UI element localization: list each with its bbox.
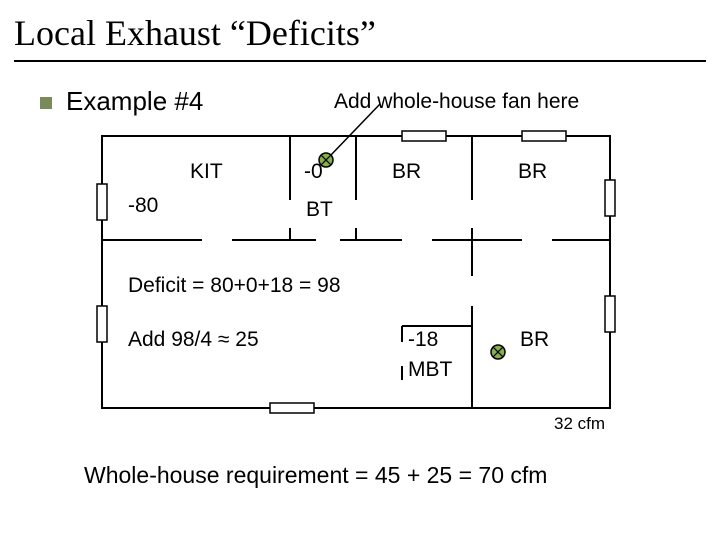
deficit-line: Deficit = 80+0+18 = 98 — [128, 274, 341, 298]
kit-value: -80 — [128, 194, 158, 218]
mbt-label: MBT — [408, 358, 452, 382]
example-label: Example #4 — [66, 86, 203, 116]
bt-value: -0 — [304, 160, 323, 184]
bt-label: BT — [306, 198, 333, 222]
kit-label: KIT — [190, 160, 223, 184]
fan-annotation: Add whole-house fan here — [334, 90, 579, 114]
bullet-icon — [40, 97, 52, 109]
footer-requirement: Whole-house requirement = 45 + 25 = 70 c… — [84, 462, 547, 489]
floor-plan: KIT -80 -0 BT BR BR BR -18 MBT Deficit =… — [102, 136, 610, 408]
cfm-note: 32 cfm — [554, 414, 605, 434]
br1-label: BR — [392, 160, 421, 184]
title-underline — [14, 60, 706, 62]
example-bullet: Example #4 — [40, 86, 203, 117]
slide-title: Local Exhaust “Deficits” — [14, 12, 376, 54]
add-line: Add 98/4 ≈ 25 — [128, 328, 259, 352]
br3-label: BR — [520, 328, 549, 352]
mbt-value: -18 — [408, 328, 438, 352]
br2-label: BR — [518, 160, 547, 184]
